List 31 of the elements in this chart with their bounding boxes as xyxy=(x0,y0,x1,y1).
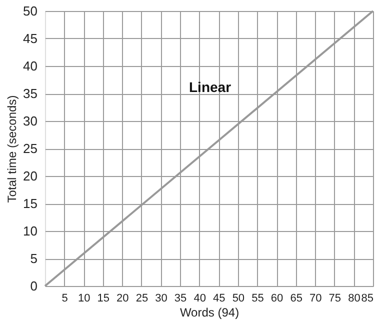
x-tick-label: 10 xyxy=(78,292,90,304)
y-tick-label: 0 xyxy=(30,278,38,294)
x-tick-label: 50 xyxy=(232,292,245,304)
x-tick-label: 65 xyxy=(290,292,302,304)
x-axis-title: Words (94) xyxy=(180,306,240,320)
y-tick-label: 25 xyxy=(23,141,38,156)
y-axis-title: Total time (seconds) xyxy=(5,95,20,203)
x-tick-label: 55 xyxy=(252,292,264,304)
x-tick-label: 70 xyxy=(309,292,322,304)
x-tick-label: 20 xyxy=(116,292,129,304)
y-tick-label: 30 xyxy=(23,114,38,128)
y-tick-label: 10 xyxy=(23,224,38,238)
y-tick-label: 35 xyxy=(23,86,38,101)
x-tick-label: 45 xyxy=(213,292,226,304)
y-tick-label: 40 xyxy=(23,58,38,74)
x-tick-label: 60 xyxy=(270,292,284,304)
y-tick-label: 20 xyxy=(23,168,38,184)
x-tick-label: 35 xyxy=(174,292,187,304)
x-tick-label: 25 xyxy=(136,292,148,304)
x-tick-label: 5 xyxy=(62,292,68,304)
x-tick-label: 85 xyxy=(361,292,374,304)
x-tick-label: 40 xyxy=(194,292,206,304)
y-tick-label: 45 xyxy=(23,31,38,46)
x-tick-label: 80 xyxy=(348,292,360,304)
x-tick-label: 15 xyxy=(97,292,110,304)
y-tick-label: 50 xyxy=(23,4,38,18)
x-tick-label: 30 xyxy=(155,292,168,304)
y-tick-label: 5 xyxy=(30,251,38,266)
y-tick-label: 15 xyxy=(23,196,38,211)
x-tick-label: 75 xyxy=(328,292,342,304)
annotation: Linear xyxy=(188,79,232,95)
